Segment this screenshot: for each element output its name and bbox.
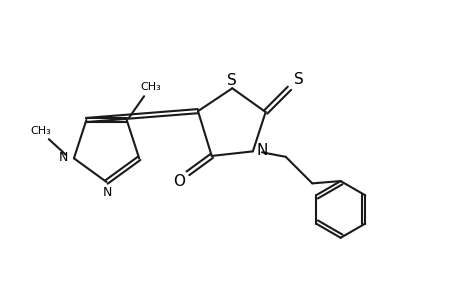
Text: CH₃: CH₃ [31,126,51,136]
Text: N: N [256,143,267,158]
Text: S: S [293,72,303,87]
Text: CH₃: CH₃ [140,82,161,92]
Text: O: O [173,174,185,189]
Text: S: S [227,73,237,88]
Text: N: N [102,186,112,199]
Text: N: N [59,151,68,164]
